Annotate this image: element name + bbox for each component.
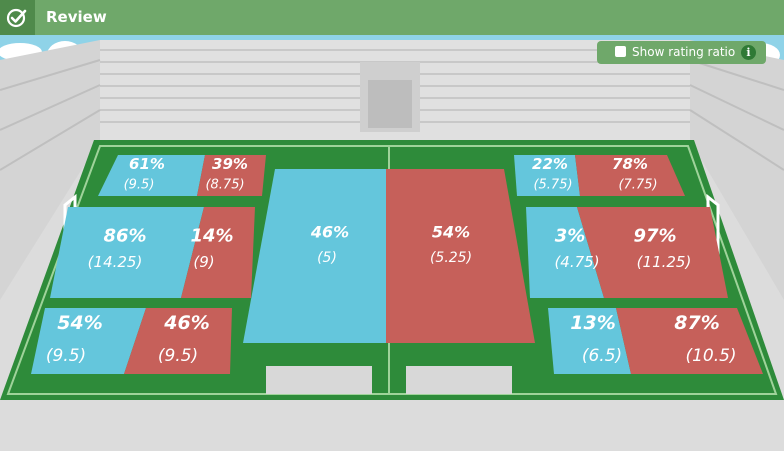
show-rating-ratio-toggle[interactable]: Show rating ratio i [597, 41, 766, 64]
zone-left-bottom-blue-segment [31, 308, 146, 374]
zone-left-mid-blue-segment [50, 207, 204, 298]
page-title: Review [46, 8, 107, 26]
zone-right-top-red-segment [575, 155, 685, 196]
zone-center-right-rating: (5.25) [429, 250, 473, 266]
zone-left-bottom-right-percent: 46% [164, 312, 210, 334]
zone-left-mid-red-segment [181, 207, 255, 298]
info-icon[interactable]: i [741, 45, 756, 60]
zone-right-mid-left-percent: 3% [554, 225, 586, 247]
zone-left-mid-left-rating: (14.25) [87, 253, 143, 271]
check-circle-icon [0, 0, 35, 35]
zone-right-top-left-percent: 22% [532, 155, 568, 173]
zone-right-top-left-rating: (5.75) [533, 177, 573, 193]
zone-right-bottom-left-percent: 13% [570, 312, 616, 334]
zone-left-bottom-right-rating: (9.5) [157, 346, 199, 366]
zone-center-right-percent: 54% [431, 222, 471, 242]
zone-right-bottom-right-percent: 87% [674, 312, 720, 334]
zone-left-mid-right-rating: (9) [193, 253, 215, 271]
zone-left-top-left-rating: (9.5) [123, 177, 155, 193]
zone-left-top-right-rating: (8.75) [205, 177, 245, 193]
zone-right-bottom-red-segment [616, 308, 763, 374]
zone-center-red-segment [386, 169, 535, 343]
review-header: Review [0, 0, 784, 35]
zone-right-top-right-percent: 78% [612, 155, 648, 173]
zone-right-mid-right-percent: 97% [633, 225, 677, 247]
zone-right-bottom-right-rating: (10.5) [685, 346, 737, 366]
zone-right-mid-red-segment [577, 207, 728, 298]
zone-left-mid-left-percent: 86% [103, 225, 147, 247]
zone-left-bottom-left-percent: 54% [57, 312, 103, 334]
zone-right-mid-right-rating: (11.25) [636, 253, 692, 271]
zone-right-top-blue-segment [514, 155, 580, 196]
zone-center-left-percent: 46% [310, 222, 350, 242]
zone-right-bottom-blue-segment [548, 308, 631, 374]
zone-right-mid-blue-segment [526, 207, 604, 298]
zone-left-top-red-segment [197, 155, 266, 196]
zone-left-bottom-red-segment [124, 308, 232, 374]
zone-left-top-blue-segment [98, 155, 205, 196]
rating-ratio-checkbox[interactable] [615, 46, 626, 57]
zone-left-top-left-percent: 61% [129, 155, 165, 173]
zone-right-mid-left-rating: (4.75) [554, 253, 600, 271]
zone-left-bottom-left-rating: (9.5) [45, 346, 87, 366]
zone-right-bottom-left-rating: (6.5) [581, 346, 623, 366]
zone-center-left-rating: (5) [317, 250, 337, 266]
zone-left-mid-right-percent: 14% [190, 225, 234, 247]
zone-right-top-right-rating: (7.75) [618, 177, 658, 193]
zone-left-top-right-percent: 39% [212, 155, 248, 173]
rating-ratio-label: Show rating ratio [632, 45, 736, 59]
zone-center-blue-segment [243, 169, 386, 343]
